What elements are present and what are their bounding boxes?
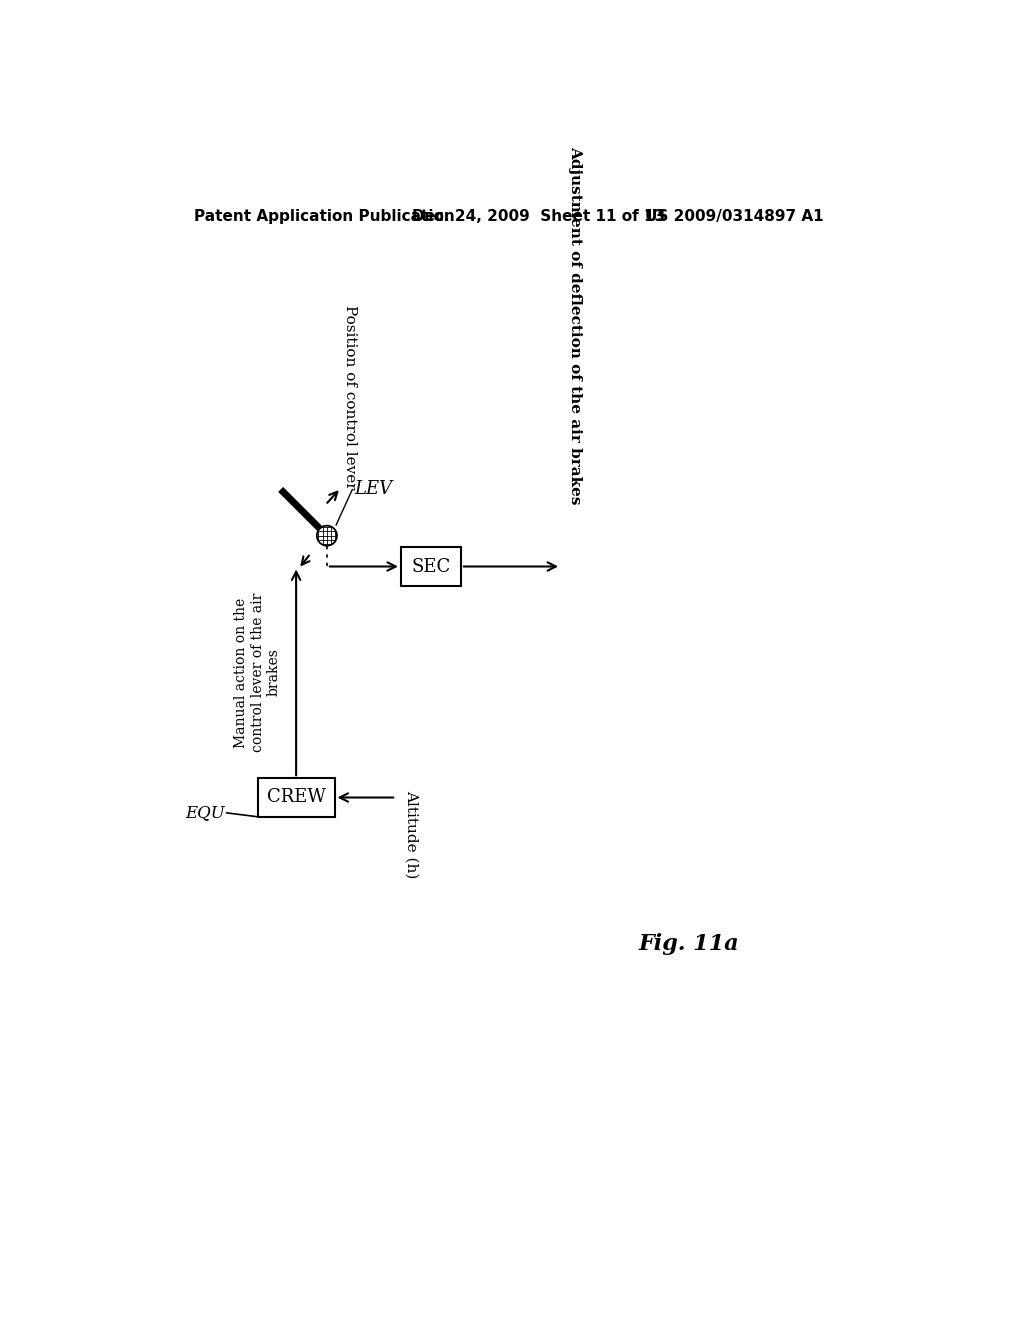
Text: US 2009/0314897 A1: US 2009/0314897 A1 <box>645 209 823 223</box>
Text: Fig. 11a: Fig. 11a <box>639 933 739 954</box>
Text: LEV: LEV <box>354 480 392 499</box>
Bar <box>258 779 335 817</box>
Text: Manual action on the
control lever of the air
brakes: Manual action on the control lever of th… <box>234 593 281 752</box>
Text: Adjustment of deflection of the air brakes: Adjustment of deflection of the air brak… <box>568 147 582 506</box>
Text: Patent Application Publication: Patent Application Publication <box>195 209 456 223</box>
Circle shape <box>316 525 337 545</box>
Text: EQU: EQU <box>185 804 225 821</box>
Text: Position of control lever: Position of control lever <box>343 305 357 490</box>
Text: Dec. 24, 2009  Sheet 11 of 13: Dec. 24, 2009 Sheet 11 of 13 <box>412 209 665 223</box>
Text: Altitude (h): Altitude (h) <box>404 789 419 878</box>
Text: CREW: CREW <box>266 788 326 807</box>
Text: SEC: SEC <box>412 557 451 576</box>
Bar <box>400 548 461 586</box>
